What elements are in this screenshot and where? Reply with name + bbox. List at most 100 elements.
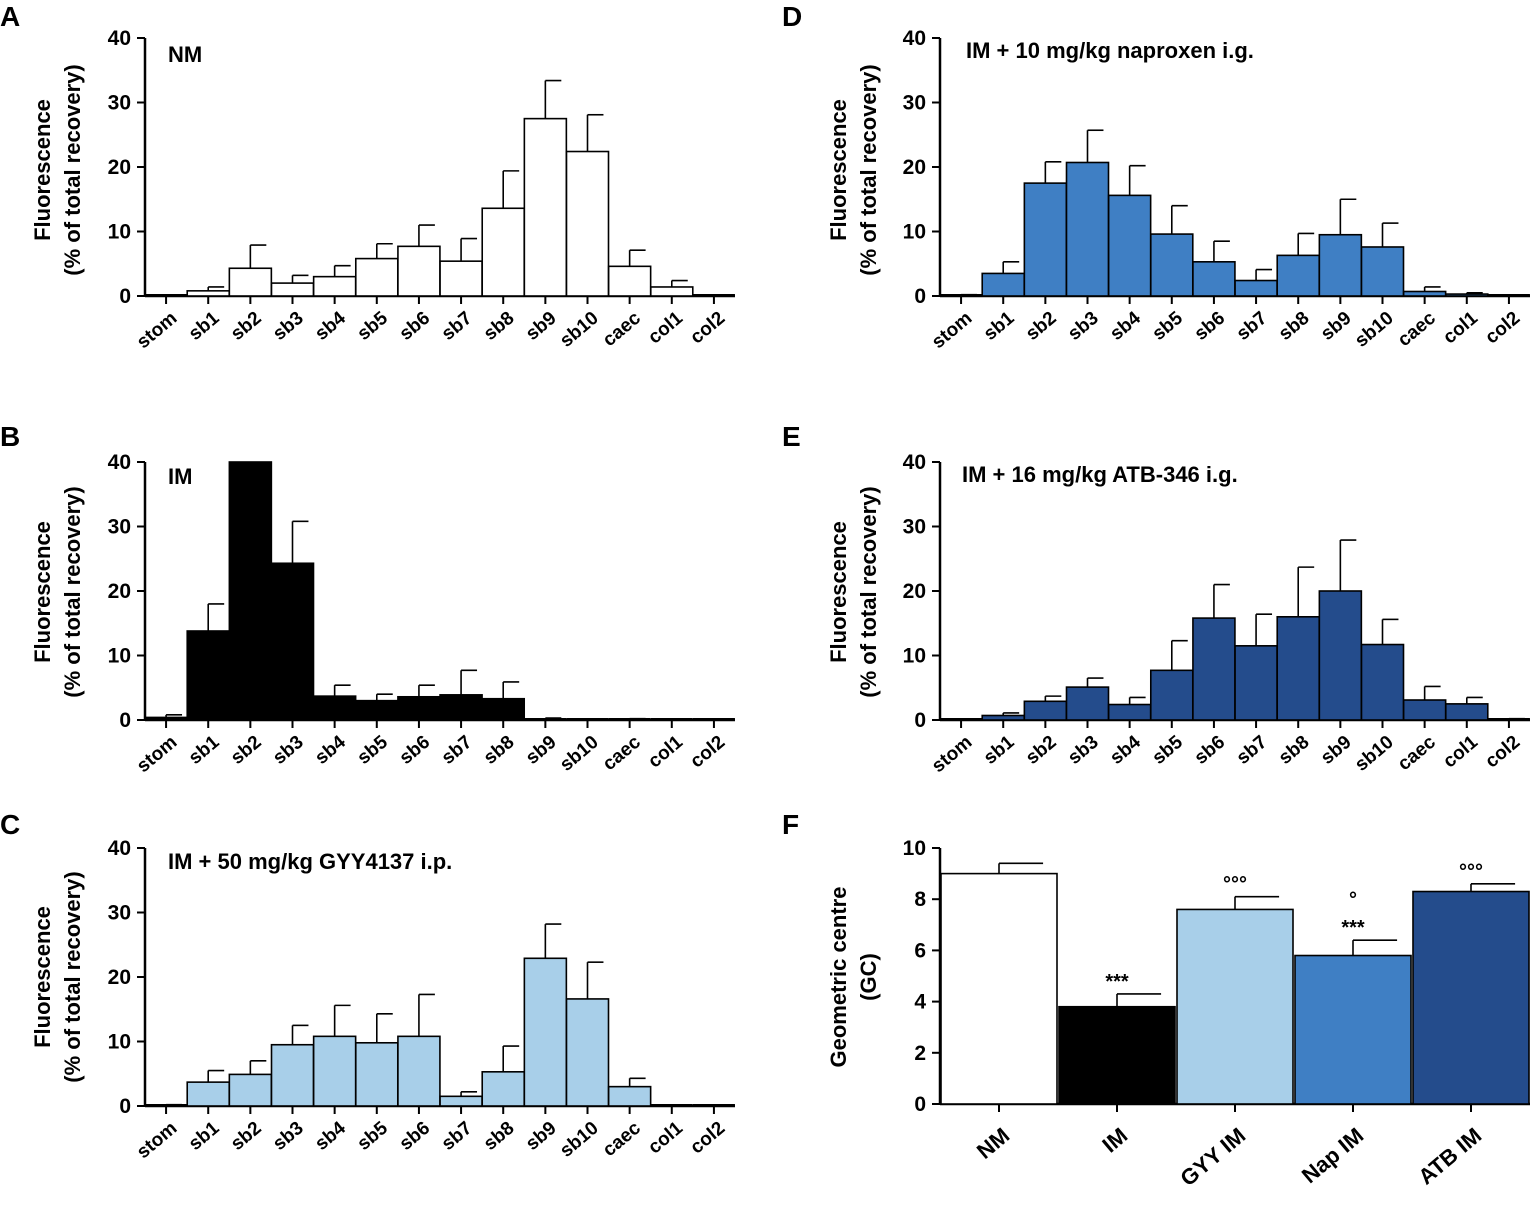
panel-D-bar-sb5 [1149,233,1194,297]
panel-D-bar-col1 [1444,293,1489,297]
panel-A-ylabel-line1: Fluorescence [30,99,55,241]
panel-B-category-label: stom [133,732,181,777]
panel-C-category-label: sb2 [227,1118,266,1155]
panel-F-bar-gyy-im [1176,908,1294,1105]
panel-B-bar-sb1 [186,630,231,721]
panel-A-bar-sb4 [312,275,357,297]
panel-D-ylabel-line1: Fluorescence [826,99,851,241]
panel-F-significance-circles: ° [1349,889,1357,911]
panel-F-letter: F [782,809,799,840]
panel-E-category-label: sb3 [1064,732,1103,769]
panel-D: D IM + 10 mg/kg naproxen i.g. Fluorescen… [782,1,1530,353]
panel-A-category-label: sb7 [438,308,477,345]
panel-E-bar-sb3 [1065,686,1110,721]
panel-C-bar-sb5 [354,1041,399,1107]
panel-B-ylabel-line2: (% of total recovery) [60,486,85,698]
panel-D-bar-sb10 [1360,246,1405,297]
panel-B-category-label: sb5 [353,731,392,768]
panel-C-y-tick-label: 30 [108,902,131,925]
panel-D-bar-caec [1402,290,1447,297]
panel-B-title: IM [168,464,192,489]
panel-C-bar-sb9 [523,957,568,1107]
panel-B-category-label: sb1 [185,731,224,768]
panel-C-category-label: col2 [687,1118,730,1159]
panel-A-ylabel-line2: (% of total recovery) [60,64,85,276]
panel-D-category-label: stom [928,308,976,353]
panel-A-letter: A [0,1,20,32]
panel-B-category-label: sb8 [480,732,519,769]
panel-D-category-label: sb7 [1233,308,1272,345]
panel-B-bar-sb2 [228,461,273,721]
panel-E-category-label: col2 [1482,732,1525,773]
panel-F-bar-nm [940,872,1058,1105]
panel-E-category-label: caec [1394,731,1440,775]
panel-C-category-label: sb6 [396,1118,435,1155]
panel-E-category-label: col1 [1439,731,1482,772]
panel-A-category-label: col2 [687,308,730,349]
panel-B-y-tick-label: 30 [108,516,131,539]
panel-F-y-tick-label: 0 [914,1093,926,1116]
panel-C-bar-sb2 [228,1073,273,1107]
panel-C-category-label: sb7 [438,1118,477,1155]
panel-F-y-tick-label: 2 [914,1042,926,1065]
panel-A-bar-sb7 [439,260,483,297]
panel-E-ylabel-line2: (% of total recovery) [856,486,881,698]
panel-F-category-label: Nap IM [1297,1123,1368,1189]
panel-D-category-label: sb9 [1317,308,1356,345]
panel-A: A NM Fluorescence (% of total recovery) … [0,1,735,353]
panel-F-significance-circles: °°° [1223,874,1247,896]
panel-E-category-label: sb6 [1191,732,1230,769]
panel-D-bar-sb6 [1192,261,1236,297]
panel-F-y-tick-label: 6 [914,939,926,962]
panel-D-category-label: col2 [1482,308,1525,349]
panel-F-y-tick-label: 10 [903,837,926,860]
panel-D-bar-sb3 [1065,161,1110,297]
panel-F-category-label: ATB IM [1413,1123,1486,1190]
panel-C-bar-sb1 [186,1081,231,1107]
panel-A-category-label: sb4 [311,307,350,344]
panel-E-title: IM + 16 mg/kg ATB-346 i.g. [962,462,1238,487]
panel-C-category-label: col1 [644,1117,687,1158]
panel-B-y-tick-label: 0 [119,709,131,732]
panel-F-ylabel-line1: Geometric centre [826,887,851,1068]
panel-D-bar-sb1 [981,272,1026,297]
panel-F-y-tick-label: 4 [914,991,926,1014]
panel-D-bar-sb9 [1318,233,1363,297]
panel-A-category-label: sb10 [556,308,603,352]
panel-A-y-tick-label: 20 [108,156,131,179]
panel-C-letter: C [0,809,20,840]
panel-E-bar-sb6 [1192,617,1236,721]
panel-D-y-tick-label: 20 [903,156,926,179]
panel-F-significance-stars: *** [1341,917,1365,939]
panel-E-bar-sb1 [981,714,1026,721]
panel-A-category-label: stom [133,308,181,353]
panel-D-category-label: sb2 [1022,308,1061,345]
panel-D-bar-sb8 [1276,254,1321,297]
panel-D-y-tick-label: 0 [914,285,926,308]
panel-C-category-label: sb3 [269,1118,308,1155]
panel-E-category-label: sb4 [1106,731,1145,768]
panel-A-bar-sb9 [523,117,568,297]
panel-E-y-tick-label: 40 [903,451,926,474]
panel-D-category-label: sb1 [980,307,1019,344]
panel-E-bar-sb5 [1149,669,1194,721]
panel-B-bar-sb3 [270,562,315,721]
panel-A-y-tick-label: 30 [108,92,131,115]
panel-E-category-label: sb10 [1351,732,1398,776]
panel-C-bar-caec [607,1085,652,1107]
panel-B-category-label: sb3 [269,732,308,769]
panel-C-bar-sb4 [312,1035,357,1107]
panel-B-bar-sb7 [439,694,483,721]
panel-B-category-label: sb4 [311,731,350,768]
panel-C-category-label: sb9 [522,1118,561,1155]
panel-B-letter: B [0,421,20,452]
panel-F-bar-nap-im [1294,954,1412,1105]
panel-D-letter: D [782,1,802,32]
panel-A-bar-sb2 [228,267,273,297]
panel-E-bar-caec [1402,699,1447,721]
panel-B-category-label: sb2 [227,732,266,769]
panel-A-category-label: sb6 [396,308,435,345]
panel-C-bar-sb6 [397,1035,441,1107]
panel-B-category-label: caec [599,731,645,775]
